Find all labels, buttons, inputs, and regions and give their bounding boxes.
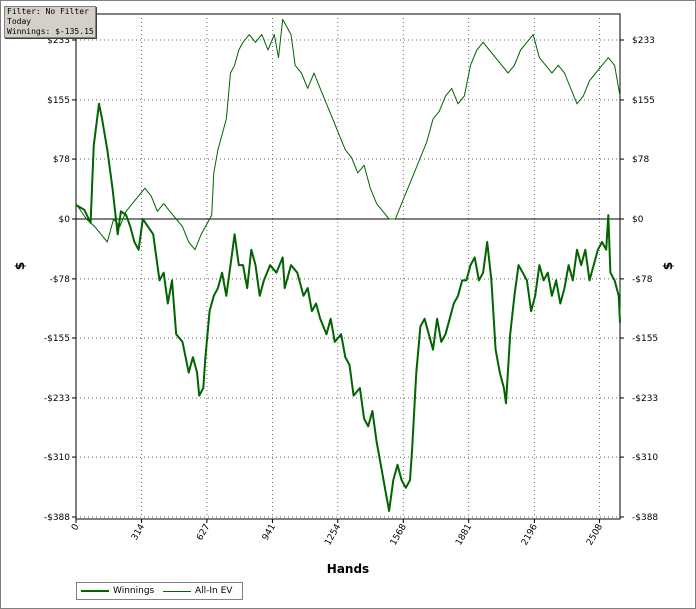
y-tick-label-left-2: $78 [53,155,70,165]
filter-label: Filter: No Filter [7,7,89,16]
y-tick-label-right-2: $78 [632,155,649,165]
x-tick-label-1: 314 [130,522,147,542]
y-tick-label-right-6: -$233 [632,394,658,404]
legend-swatch-winnings [81,590,109,592]
y-tick-label-right-4: -$78 [632,275,653,285]
legend-item-allin-ev: All-In EV [163,583,232,599]
x-tick-label-0: 0 [70,522,82,532]
legend: Winnings All-In EV [76,582,243,600]
y-tick-label-right-8: -$388 [632,513,658,523]
y-axis-right: $233 $155 $78 $0 -$78 -$155 -$233 -$310 -$388 [620,36,658,523]
y-tick-label-left-7: -$310 [44,453,70,463]
x-tick-label-6: 1881 [454,523,474,548]
y-tick-label-left-5: -$155 [44,334,70,344]
y-tick-label-left-1: $155 [47,96,70,106]
x-tick-label-7: 2196 [520,522,540,547]
legend-label-winnings: Winnings [113,586,155,596]
y-tick-label-right-1: $155 [632,96,655,106]
legend-swatch-allin-ev [163,590,191,592]
x-axis: 0 314 627 941 1254 1568 1881 2196 2508 [70,519,605,547]
y-tick-label-right-0: $233 [632,36,655,46]
y-tick-label-left-3: $0 [59,215,71,225]
y-axis-title-left: $ [13,262,27,270]
x-axis-title: Hands [327,562,369,576]
winnings-label: Winnings: $-135.15 [7,27,94,36]
filter-info-box: Filter: No Filter Today Winnings: $-135.… [4,6,96,38]
series-line-1 [75,18,621,251]
date-label: Today [7,17,32,26]
y-tick-label-left-0: $233 [47,36,70,46]
y-tick-label-left-8: -$388 [44,513,70,523]
legend-label-allin-ev: All-In EV [195,586,233,596]
legend-item-winnings: Winnings [81,583,154,599]
y-tick-label-right-5: -$155 [632,334,658,344]
series-line-0 [75,102,621,512]
x-tick-label-3: 941 [261,523,278,543]
y-tick-label-right-7: -$310 [632,453,658,463]
x-tick-label-4: 1254 [323,522,343,547]
x-tick-label-2: 627 [195,523,212,543]
series [75,18,621,512]
x-tick-label-5: 1568 [389,522,409,547]
y-tick-label-right-3: $0 [632,215,644,225]
y-tick-label-left-6: -$233 [44,394,70,404]
x-tick-label-8: 2508 [585,522,605,547]
y-axis-title-right: $ [661,262,675,270]
y-axis-left: $233 $155 $78 $0 -$78 -$155 -$233 -$310 -$388 [44,36,76,523]
plot-area [75,13,621,520]
y-tick-label-left-4: -$78 [50,275,71,285]
